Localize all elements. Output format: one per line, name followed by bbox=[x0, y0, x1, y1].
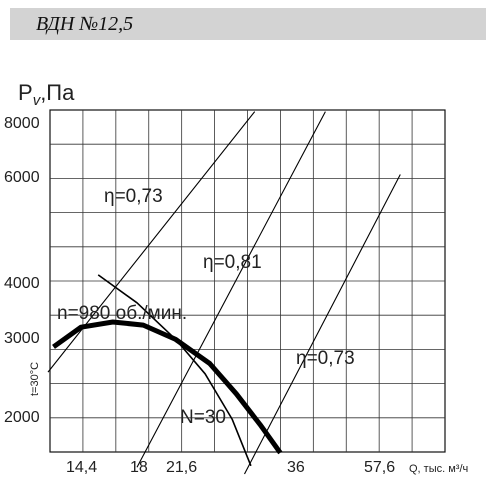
efficiency-label: η=0,73 bbox=[104, 186, 163, 207]
chart-title: ВДН №12,5 bbox=[36, 13, 134, 35]
x-tick-label: 36 bbox=[287, 459, 305, 476]
y-tick-label: 3000 bbox=[4, 330, 40, 347]
y-tick-label: 2000 bbox=[4, 409, 40, 426]
y-tick-label: 4000 bbox=[4, 275, 40, 292]
efficiency-line bbox=[136, 111, 326, 468]
x-tick-label: 21,6 bbox=[166, 459, 197, 476]
y-tick-label: 6000 bbox=[4, 169, 40, 186]
efficiency-label: η=0,73 bbox=[296, 348, 355, 369]
x-axis-unit: Q, тыс. м³/ч bbox=[409, 463, 468, 475]
efficiency-line bbox=[244, 174, 401, 475]
x-tick-label: 18 bbox=[130, 459, 148, 476]
y-axis-title: Pv,Па bbox=[18, 80, 75, 109]
speed-label: n=980 об./мин. bbox=[57, 303, 187, 324]
temperature-label: t=30°C bbox=[29, 362, 41, 396]
title-bar: ВДН №12,5 bbox=[10, 8, 486, 40]
efficiency-label: η=0,81 bbox=[203, 252, 262, 273]
grid bbox=[50, 110, 445, 452]
x-tick-label: 14,4 bbox=[66, 459, 97, 476]
x-tick-label: 57,6 bbox=[364, 459, 395, 476]
fan-curve-line bbox=[52, 319, 283, 455]
power-curve-line bbox=[97, 274, 252, 467]
y-tick-label: 8000 bbox=[4, 115, 40, 132]
curves bbox=[47, 111, 401, 475]
power-label: N=30 bbox=[180, 407, 226, 428]
efficiency-line bbox=[47, 111, 256, 373]
